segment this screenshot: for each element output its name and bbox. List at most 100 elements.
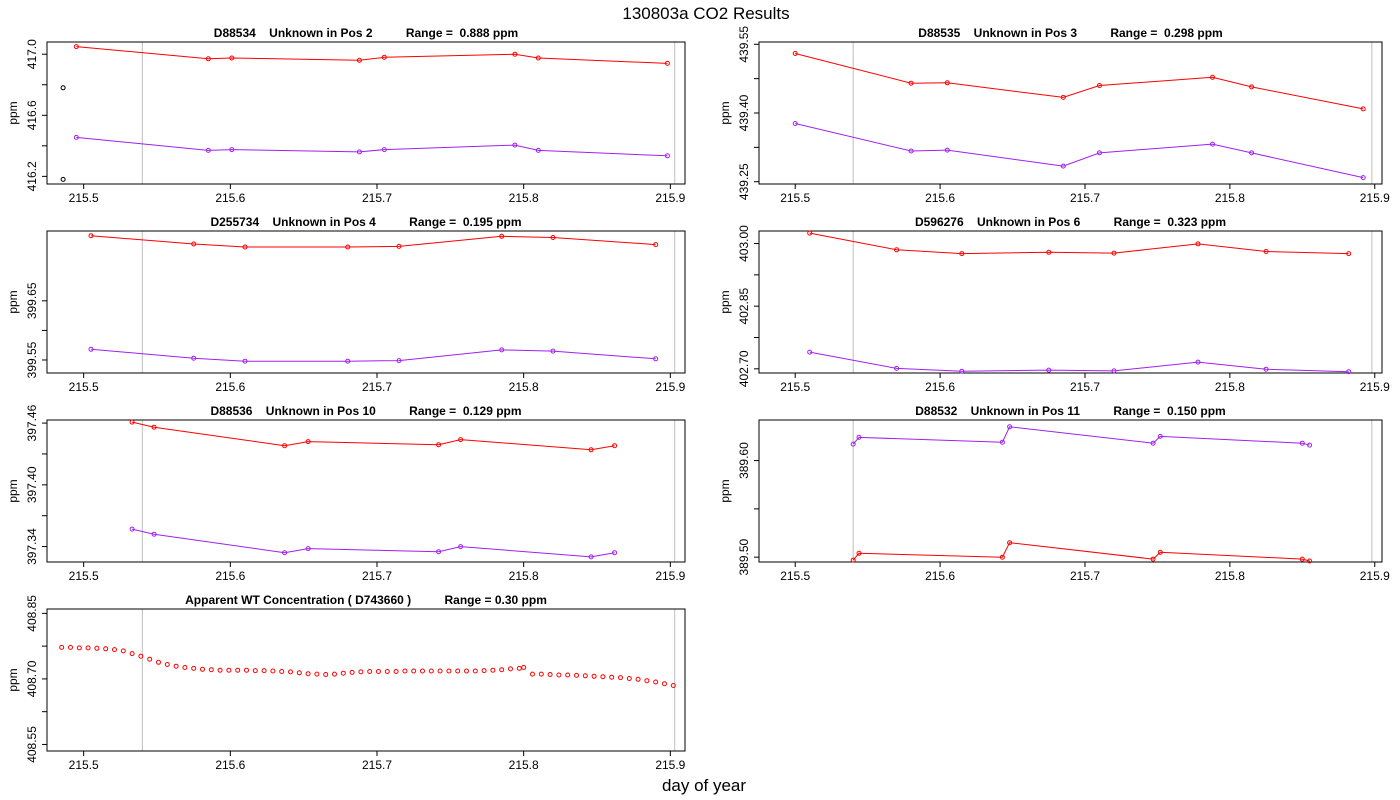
panel-7-series-WT-point-11 [147,656,153,662]
panel-1-series-lower-point-8 [664,153,670,159]
panel-7-series-WT-point-71 [670,683,676,688]
panel-3-series-lower-point-2 [191,355,197,361]
panel-1-series-upper-point-3 [229,55,235,61]
panel-7-series-WT-point-9 [129,651,135,657]
panel-3-title: D255734 Unknown in Pos 4 Range = 0.195 p… [210,215,521,229]
panel-7-series-WT-point-49 [481,668,487,674]
panel-7-series-WT-point-48 [472,668,478,674]
panel-3-series-upper-point-2 [191,241,197,247]
panel-7-series-WT-point-4 [85,645,91,651]
panel-5-series-upper-point-4 [305,439,311,445]
panel-1-series-standard-point-2 [60,176,66,182]
panel-7-series-WT-point-69 [653,679,659,685]
panel-4-series-lower-point-2 [894,365,900,371]
panel-6-x-tick-label-5: 215.9 [1360,569,1390,583]
panel-6-x-tick-label-3: 215.7 [1070,569,1100,583]
panel-7-series-WT-point-34 [349,669,355,675]
panel-3-y-tick-label-1: 399.55 [25,341,39,378]
panel-7-series-WT-point-23 [252,668,258,674]
panel-2-series-lower-point-5 [1097,150,1102,156]
panel-4-x-tick-label-3: 215.7 [1070,380,1100,394]
panel-5-series-upper-point-8 [612,443,618,449]
panel-4-title: D596276 Unknown in Pos 6 Range = 0.323 p… [915,215,1226,229]
panel-3-series-upper-point-7 [550,235,556,240]
panel-4-series-lower-point-8 [1346,369,1352,375]
panel-7-series-WT-point-28 [296,670,302,676]
panel-7-title: Apparent WT Concentration ( D743660 ) Ra… [185,593,547,607]
panel-2-series-lower-point-8 [1360,175,1366,181]
panel-1-series-lower-point-1 [73,134,79,140]
panel-3-series-upper-line [90,235,656,248]
panel-5-y-axis-label: ppm [6,479,20,502]
panel-3-series-lower-point-7 [550,348,556,354]
panel-5-y-tick-label-1: 397.34 [25,528,39,565]
panel-2-x-tick-label-5: 215.9 [1360,191,1390,205]
panel-7-series-WT-point-65 [618,675,623,681]
panel-3-series-upper-point-6 [499,233,505,239]
panel-7-series-WT-point-24 [261,668,267,674]
panel-2-frame [758,41,1383,185]
panel-7-series-WT-point-30 [314,671,320,677]
panel-1-series-standard-point-1 [60,85,66,91]
panel-7-series-WT-point-32 [332,671,337,677]
panel-7-series-WT-point-56 [538,671,544,677]
panel-4-x-tick-label-2: 215.6 [925,380,955,394]
panel-6: D88532 Unknown in Pos 11 Range = 0.150 p… [718,404,1390,583]
panel-6-x-tick-label-2: 215.6 [925,569,955,583]
panel-7-y-tick-label-2: 408.70 [25,660,39,697]
panel-1-series-lower-point-6 [512,142,518,148]
panel-1-series-lower-line [76,136,668,157]
panel-7-series-WT-point-17 [200,666,205,672]
panel-6-series-upper-point-3 [999,439,1005,445]
panel-2-x-tick-label-4: 215.8 [1215,191,1245,205]
panel-7-series-WT-point-35 [358,669,364,675]
panel-3-x-tick-label-1: 215.5 [69,380,99,394]
panel-2-series-lower-point-1 [792,121,798,126]
panel-2-y-axis-label: ppm [718,101,732,124]
panel-4-series-lower-point-3 [959,368,965,374]
panel-6-y-tick-label-2: 389.60 [737,442,751,479]
panel-7-series-WT-point-7 [112,647,117,653]
panel-7-series-WT-point-67 [635,676,641,682]
panel-6-series-upper-point-2 [856,434,862,440]
panel-1-series-lower-point-2 [205,147,211,153]
panel-4-series-lower-point-1 [807,349,813,355]
panel-1-x-tick-label-4: 215.8 [509,191,539,205]
panel-4-y-tick-label-1: 402.70 [737,350,751,387]
panel-3-series-lower-point-4 [345,358,351,364]
panel-7-series-WT-point-16 [191,665,197,671]
panel-7-series-WT-point-27 [288,669,293,675]
panel-7-series-WT-point-51 [499,667,505,673]
panel-4-series-upper-line [809,232,1349,255]
panel-7-series-WT-point-60 [574,672,579,678]
panel-3-x-tick-label-2: 215.6 [215,380,245,394]
panel-7-y-tick-label-1: 408.55 [25,726,39,763]
panel-7-series-WT-point-52 [508,666,513,672]
panel-7-series-WT-point-25 [270,668,276,674]
panel-1-series-upper-point-2 [205,56,211,62]
panel-7-series-WT-point-47 [464,668,469,674]
panel-1-x-tick-label-3: 215.7 [362,191,392,205]
panel-7-series-WT-point-54 [521,665,527,670]
panel-6-series-upper-point-7 [1299,440,1305,446]
panel-6-y-tick-label-1: 389.50 [737,538,751,575]
panel-5-series-lower-point-1 [129,526,135,532]
panel-5-series-upper-point-3 [282,443,288,449]
panel-4-series-upper-point-4 [1046,249,1052,255]
figure-title: 130803a CO2 Results [622,4,789,23]
panel-7-series-WT-point-3 [76,645,82,651]
panel-7-series-WT-point-40 [402,668,408,674]
panel-7-series-WT-point-2 [68,644,73,650]
panel-5-y-tick-label-3: 397.46 [25,404,39,441]
panel-5-series-lower-point-8 [612,550,618,556]
panel-7-y-axis-label: ppm [6,668,20,691]
panel-6-frame [758,419,1383,563]
panel-5-series-lower-point-6 [458,544,464,550]
panel-7-series-WT-point-53 [516,665,522,671]
panel-4-y-tick-label-2: 402.85 [737,287,751,324]
panel-4: D596276 Unknown in Pos 6 Range = 0.323 p… [718,215,1390,394]
panel-4-series-upper-point-1 [807,230,813,236]
panel-2-y-tick-label-3: 439.55 [737,26,751,63]
panel-1-series-lower-point-4 [356,149,362,155]
panel-5-x-tick-label-2: 215.6 [215,569,245,583]
